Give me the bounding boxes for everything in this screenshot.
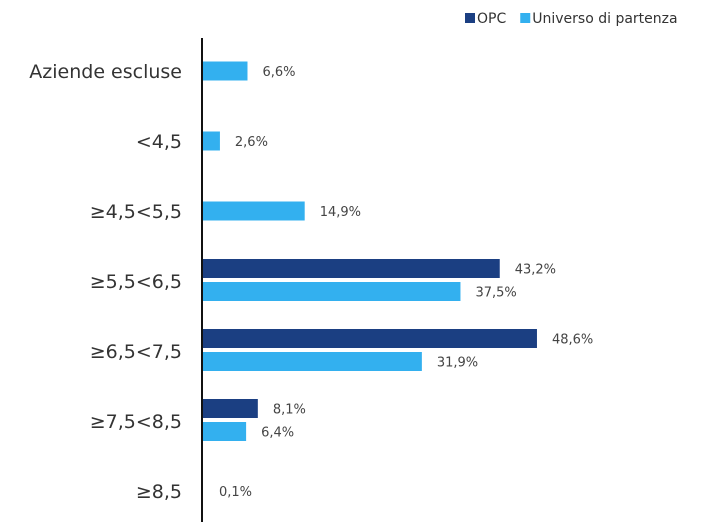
category-label: ≥8,5 xyxy=(136,481,182,503)
value-label-universo: 31,9% xyxy=(437,356,478,371)
bar-universo xyxy=(202,352,422,371)
bar-opc xyxy=(202,399,258,418)
bar-opc xyxy=(202,259,500,278)
value-label-universo: 2,6% xyxy=(235,135,268,150)
bar-universo xyxy=(202,131,220,151)
legend-swatch-universo xyxy=(520,13,531,23)
value-label-opc: 8,1% xyxy=(273,403,306,418)
bars xyxy=(202,61,537,501)
legend-label-opc: OPC xyxy=(477,11,506,27)
value-labels: 6,6% 2,6% 14,9% 37,5% 43,2% 31,9% 48,6% 6,4% 8,1… xyxy=(219,65,593,500)
value-label-universo: 6,6% xyxy=(262,65,295,80)
value-label-universo: 14,9% xyxy=(320,205,361,220)
category-label: ≥7,5<8,5 xyxy=(90,411,182,433)
bar-universo xyxy=(202,61,248,81)
bar-universo xyxy=(202,201,305,221)
category-label: ≥4,5<5,5 xyxy=(90,201,182,223)
category-labels: Aziende escluse <4,5 ≥4,5<5,5 ≥5,5<6,5 ≥6,5<… xyxy=(29,61,182,503)
category-label: <4,5 xyxy=(136,131,182,153)
value-label-opc: 43,2% xyxy=(515,263,556,278)
category-label: ≥6,5<7,5 xyxy=(90,341,182,363)
legend-swatch-opc xyxy=(465,13,475,23)
value-label-universo: 0,1% xyxy=(219,485,252,500)
bar-opc xyxy=(202,329,537,348)
value-label-universo: 6,4% xyxy=(261,426,294,441)
bar-universo xyxy=(202,282,461,301)
legend-label-universo: Universo di partenza xyxy=(532,11,677,27)
category-label: Aziende escluse xyxy=(29,61,182,83)
value-label-universo: 37,5% xyxy=(475,286,516,301)
category-label: ≥5,5<6,5 xyxy=(90,271,182,293)
legend: OPC Universo di partenza xyxy=(465,11,678,27)
bar-universo xyxy=(202,422,247,441)
value-label-opc: 48,6% xyxy=(552,333,593,348)
